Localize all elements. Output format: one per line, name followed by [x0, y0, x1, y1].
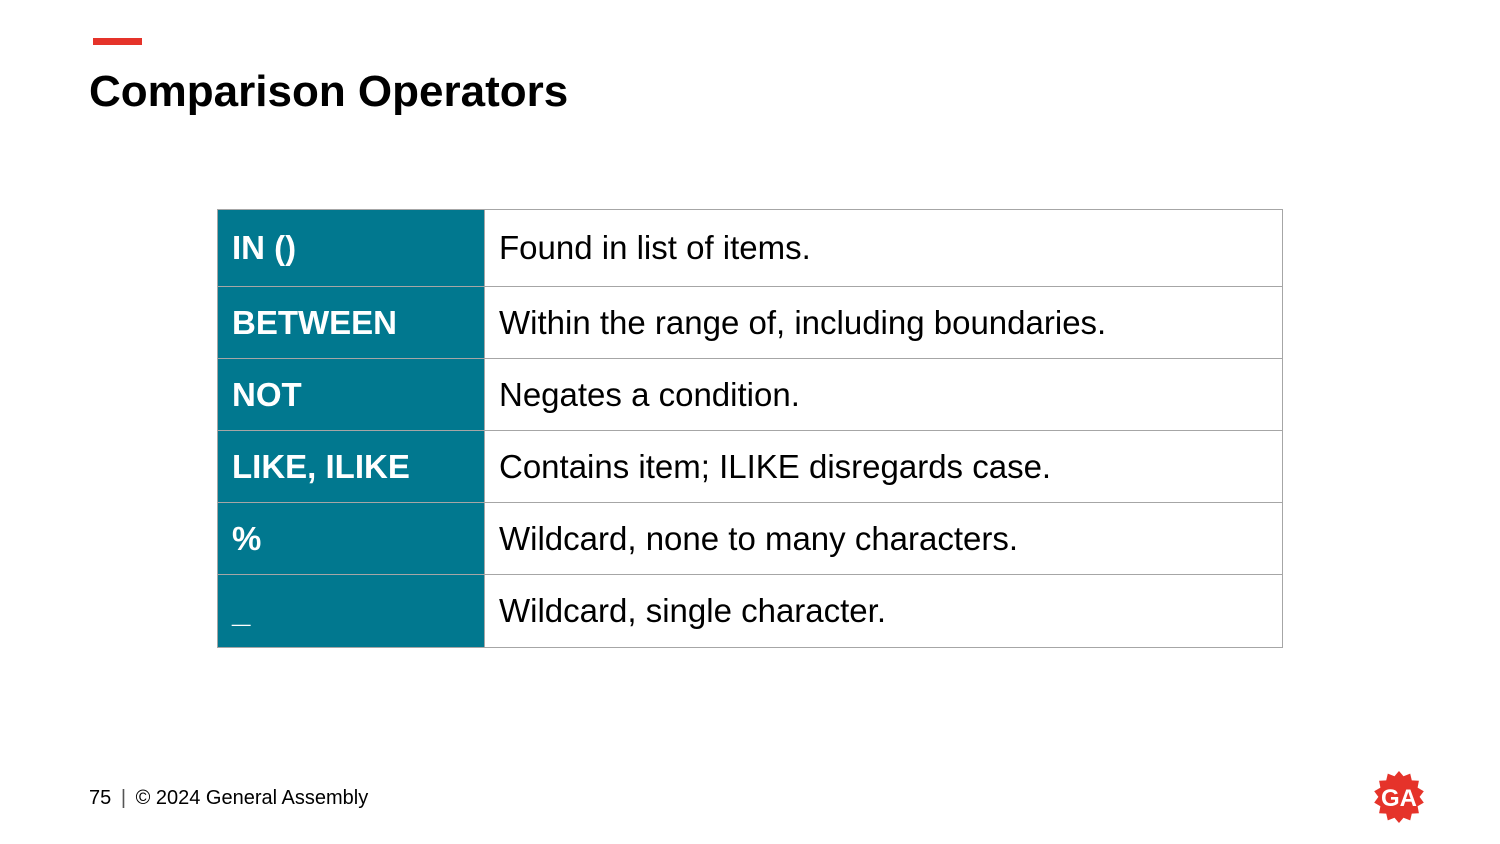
general-assembly-logo-icon: GA	[1374, 771, 1424, 823]
description-cell: Negates a condition.	[484, 358, 1283, 431]
footer-separator: |	[120, 787, 127, 809]
logo-badge-shape	[1374, 771, 1424, 823]
table-row: NOT Negates a condition.	[217, 358, 1283, 431]
logo-text: GA	[1381, 785, 1417, 812]
description-cell: Found in list of items.	[484, 209, 1283, 287]
description-cell: Within the range of, including boundarie…	[484, 286, 1283, 359]
footer: 75 | © 2024 General Assembly	[89, 785, 368, 811]
description-cell: Wildcard, single character.	[484, 574, 1283, 648]
comparison-operators-table: IN () Found in list of items. BETWEEN Wi…	[217, 209, 1283, 648]
copyright-text: © 2024 General Assembly	[135, 787, 369, 809]
operator-cell: BETWEEN	[217, 286, 485, 359]
table-row: _ Wildcard, single character.	[217, 574, 1283, 648]
operator-cell: _	[217, 574, 485, 648]
table-row: BETWEEN Within the range of, including b…	[217, 286, 1283, 359]
table-row: IN () Found in list of items.	[217, 209, 1283, 287]
operator-cell: NOT	[217, 358, 485, 431]
operator-cell: %	[217, 502, 485, 575]
page-title: Comparison Operators	[89, 67, 569, 116]
operator-cell: LIKE, ILIKE	[217, 430, 485, 503]
table-row: % Wildcard, none to many characters.	[217, 502, 1283, 575]
table-row: LIKE, ILIKE Contains item; ILIKE disrega…	[217, 430, 1283, 503]
operator-cell: IN ()	[217, 209, 485, 287]
page-number: 75	[89, 787, 112, 809]
description-cell: Contains item; ILIKE disregards case.	[484, 430, 1283, 503]
title-accent-bar	[93, 38, 142, 45]
description-cell: Wildcard, none to many characters.	[484, 502, 1283, 575]
